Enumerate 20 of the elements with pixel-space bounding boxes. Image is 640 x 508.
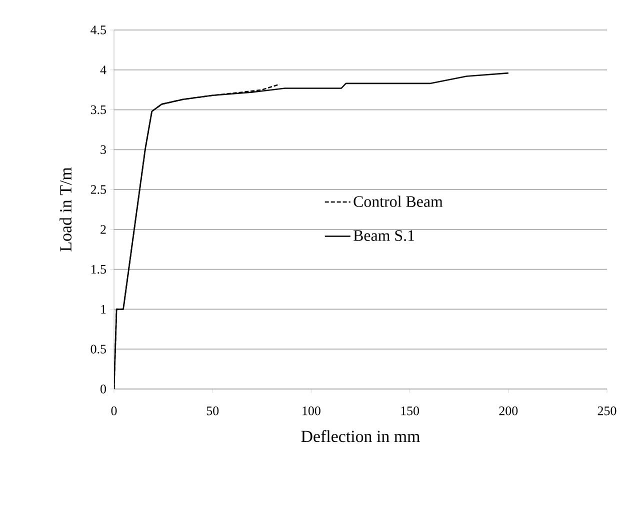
legend-label: Beam S.1 xyxy=(354,230,414,241)
x-tick-label: 150 xyxy=(401,406,420,416)
y-tick-label: 2.5 xyxy=(90,185,106,194)
y-tick-label: 2 xyxy=(100,225,106,234)
x-tick-label: 200 xyxy=(499,406,518,416)
x-tick-label: 50 xyxy=(206,406,219,416)
y-tick-label: 0.5 xyxy=(90,344,106,354)
y-tick-label: 1 xyxy=(101,304,106,314)
y-tick-label: 0 xyxy=(100,384,106,394)
x-axis-title: Deflection in mm xyxy=(301,430,420,442)
x-tick-label: 100 xyxy=(302,406,320,416)
y-tick-label: 3 xyxy=(100,145,106,154)
legend-label: Control Beam xyxy=(354,196,443,207)
y-tick-label: 4.5 xyxy=(90,26,106,34)
y-tick-label: 1.5 xyxy=(91,264,106,274)
y-axis-title: Load in T/m xyxy=(60,167,72,252)
y-tick-label: 4 xyxy=(100,66,106,74)
y-tick-label: 3.5 xyxy=(90,105,106,114)
x-tick-label: 0 xyxy=(111,406,117,416)
x-tick-label: 250 xyxy=(598,406,616,416)
